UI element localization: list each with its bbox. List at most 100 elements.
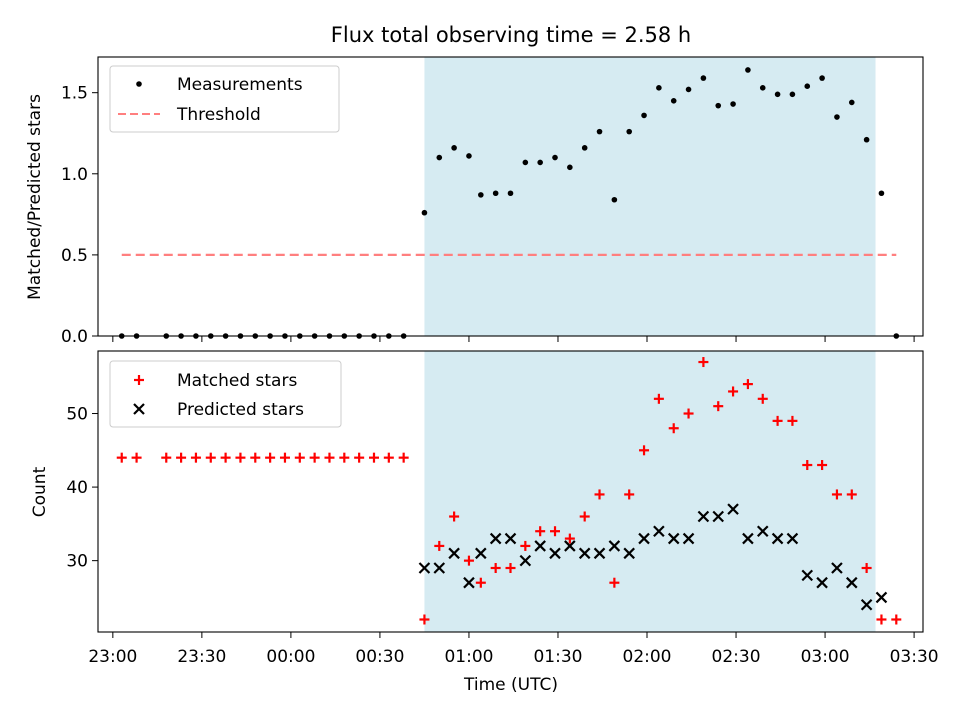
matched-star-point bbox=[609, 577, 620, 588]
predicted-star-point bbox=[578, 547, 591, 560]
measurement-point bbox=[567, 164, 573, 171]
measurement-point bbox=[863, 136, 870, 143]
measurement-point bbox=[700, 75, 707, 81]
matched-star-point bbox=[831, 489, 842, 500]
predicted-star-point bbox=[727, 503, 739, 515]
predicted-star-point bbox=[433, 562, 446, 574]
predicted-star-point bbox=[638, 532, 650, 545]
x-tick-label: 02:00 bbox=[623, 647, 672, 667]
predicted-star-stroke bbox=[638, 532, 650, 545]
x-axis-label: Time (UTC) bbox=[463, 675, 558, 695]
matched-star-point bbox=[564, 533, 575, 544]
measurement-point bbox=[759, 85, 766, 91]
measurement-point bbox=[789, 91, 796, 98]
matched-star-point bbox=[265, 452, 276, 463]
legend-matched-label: Matched stars bbox=[177, 371, 297, 391]
chart-title: Flux total observing time = 2.58 h bbox=[331, 23, 691, 47]
measurement-point bbox=[611, 196, 618, 203]
predicted-star-point bbox=[756, 525, 769, 538]
predicted-star-stroke bbox=[742, 532, 754, 545]
measurement-point bbox=[478, 192, 484, 198]
matched-star-point bbox=[354, 452, 365, 463]
predicted-star-stroke bbox=[433, 562, 446, 574]
measurement-point bbox=[596, 128, 603, 135]
predicted-star-point bbox=[504, 532, 517, 545]
matched-star-point bbox=[419, 614, 430, 625]
top-x-ticks bbox=[112, 336, 915, 342]
measurement-point bbox=[730, 101, 736, 107]
x-tick-label: 02:30 bbox=[712, 647, 761, 667]
legend-matched-marker bbox=[134, 375, 144, 385]
top-y-tick-label: 0.5 bbox=[61, 246, 88, 266]
predicted-star-point bbox=[519, 554, 532, 567]
predicted-star-stroke bbox=[534, 540, 546, 552]
predicted-star-stroke bbox=[831, 562, 843, 574]
matched-star-point bbox=[876, 614, 887, 625]
predicted-star-stroke bbox=[771, 532, 784, 545]
predicted-star-point bbox=[860, 599, 873, 611]
x-tick-label: 03:00 bbox=[801, 647, 850, 667]
measurement-point bbox=[581, 145, 588, 151]
measurement-point bbox=[804, 83, 811, 89]
predicted-star-point bbox=[786, 532, 799, 545]
matched-stars-layer bbox=[116, 357, 902, 625]
legend-measurement-marker bbox=[136, 81, 142, 87]
predicted-star-stroke bbox=[489, 532, 502, 545]
top-shaded-region bbox=[424, 57, 876, 336]
matched-star-point bbox=[294, 452, 305, 463]
legend-measurements-label: Measurements bbox=[177, 75, 303, 95]
matched-star-point bbox=[683, 408, 694, 419]
matched-star-point bbox=[131, 452, 142, 463]
bottom-y-tick-label: 50 bbox=[66, 405, 88, 425]
predicted-star-stroke bbox=[816, 576, 828, 589]
predicted-star-point bbox=[593, 547, 606, 560]
measurement-point bbox=[451, 145, 457, 151]
predicted-star-stroke bbox=[801, 569, 814, 582]
matched-star-point bbox=[116, 452, 127, 463]
top-y-axis: 0.0 0.5 1.0 1.5 bbox=[61, 84, 98, 347]
measurement-point bbox=[774, 91, 781, 98]
predicted-star-stroke bbox=[608, 540, 621, 552]
matched-star-point bbox=[309, 452, 320, 463]
predicted-star-point bbox=[534, 540, 546, 552]
predicted-star-stroke bbox=[845, 576, 858, 589]
predicted-stars-layer bbox=[418, 503, 888, 611]
measurement-point bbox=[552, 154, 558, 161]
x-tick-label: 03:30 bbox=[890, 647, 939, 667]
bottom-y-axis-label: Count bbox=[30, 466, 50, 517]
predicted-star-point bbox=[845, 576, 858, 589]
predicted-star-stroke bbox=[712, 510, 725, 523]
matched-star-point bbox=[817, 460, 828, 471]
matched-star-point bbox=[449, 511, 460, 522]
predicted-star-point bbox=[667, 532, 680, 545]
matched-star-point bbox=[339, 452, 350, 463]
predicted-star-point bbox=[697, 510, 710, 523]
measurement-point bbox=[656, 85, 662, 91]
matched-star-point bbox=[463, 555, 474, 566]
matched-star-point bbox=[698, 357, 709, 368]
measurement-point bbox=[715, 102, 722, 109]
measurement-point bbox=[537, 159, 543, 166]
x-tick-label: 01:00 bbox=[444, 647, 493, 667]
predicted-star-point bbox=[564, 540, 576, 552]
measurement-point bbox=[834, 114, 840, 120]
predicted-star-point bbox=[682, 532, 695, 545]
matched-star-point bbox=[161, 452, 172, 463]
legend-predicted-label: Predicted stars bbox=[177, 400, 304, 420]
predicted-star-stroke bbox=[564, 540, 576, 552]
measurement-point bbox=[421, 209, 428, 216]
predicted-star-stroke bbox=[519, 554, 532, 567]
x-tick-label: 00:30 bbox=[355, 647, 404, 667]
predicted-star-stroke bbox=[504, 532, 517, 545]
predicted-star-point bbox=[742, 532, 754, 545]
matched-star-point bbox=[176, 452, 187, 463]
x-axis: 23:00 23:30 00:00 00:30 01:00 01:30 02:00 02:30… bbox=[88, 632, 939, 667]
measurement-point bbox=[670, 97, 677, 104]
measurement-point bbox=[819, 75, 825, 81]
top-y-tick-label: 0.0 bbox=[61, 327, 88, 347]
matched-star-point bbox=[235, 452, 246, 463]
matched-star-point bbox=[368, 452, 379, 463]
matched-star-point bbox=[713, 401, 724, 412]
bottom-y-axis: 30 40 50 bbox=[66, 405, 98, 572]
